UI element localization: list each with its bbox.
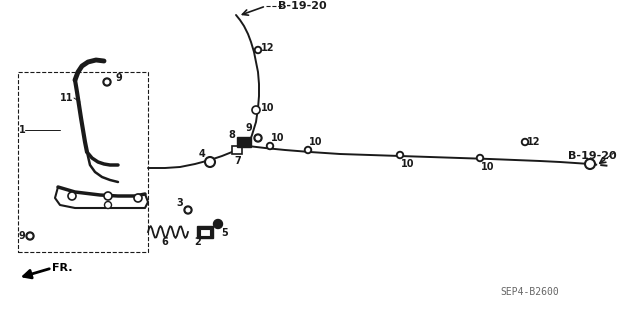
Circle shape <box>104 202 111 209</box>
Circle shape <box>28 234 32 238</box>
Circle shape <box>103 78 111 86</box>
Circle shape <box>399 153 401 156</box>
Circle shape <box>214 220 223 228</box>
Bar <box>232 146 242 154</box>
Text: 9: 9 <box>116 73 122 83</box>
Circle shape <box>268 144 271 148</box>
Text: SEP4-B2600: SEP4-B2600 <box>500 287 559 297</box>
Text: 1: 1 <box>19 125 26 135</box>
Text: B-19-20: B-19-20 <box>278 1 326 11</box>
Text: 5: 5 <box>221 228 228 238</box>
Text: FR.: FR. <box>52 263 72 273</box>
Circle shape <box>522 139 529 146</box>
Circle shape <box>104 192 112 200</box>
Circle shape <box>184 206 192 214</box>
Text: 12: 12 <box>261 43 275 53</box>
Text: 3: 3 <box>177 198 184 208</box>
Text: 10: 10 <box>309 137 323 147</box>
Circle shape <box>524 140 527 144</box>
Bar <box>237 137 251 147</box>
Circle shape <box>266 142 273 149</box>
Circle shape <box>256 136 260 140</box>
Bar <box>200 228 210 236</box>
Text: 9: 9 <box>246 123 252 133</box>
Text: 4: 4 <box>198 149 205 159</box>
Text: 10: 10 <box>481 162 495 172</box>
Circle shape <box>26 232 34 240</box>
Circle shape <box>205 157 215 167</box>
Text: 7: 7 <box>235 156 241 166</box>
Circle shape <box>252 106 260 114</box>
Circle shape <box>255 46 262 53</box>
Text: 6: 6 <box>162 237 168 247</box>
Circle shape <box>479 156 481 160</box>
Circle shape <box>477 155 483 162</box>
Circle shape <box>305 147 312 154</box>
Text: 11: 11 <box>60 93 74 103</box>
Circle shape <box>397 151 403 158</box>
Bar <box>197 226 213 238</box>
Circle shape <box>254 134 262 142</box>
Text: 9: 9 <box>19 231 26 241</box>
Circle shape <box>134 194 142 202</box>
Circle shape <box>307 148 310 152</box>
Text: 10: 10 <box>261 103 275 113</box>
Text: B-19-20: B-19-20 <box>568 151 617 161</box>
Bar <box>18 72 148 252</box>
Text: 10: 10 <box>401 159 415 169</box>
Text: 2: 2 <box>195 237 202 247</box>
Text: 12: 12 <box>527 137 541 147</box>
Circle shape <box>585 159 595 169</box>
Circle shape <box>105 80 109 84</box>
Circle shape <box>68 192 76 200</box>
Text: 8: 8 <box>228 130 236 140</box>
Circle shape <box>186 208 190 212</box>
Circle shape <box>257 48 260 52</box>
Text: 10: 10 <box>271 133 285 143</box>
